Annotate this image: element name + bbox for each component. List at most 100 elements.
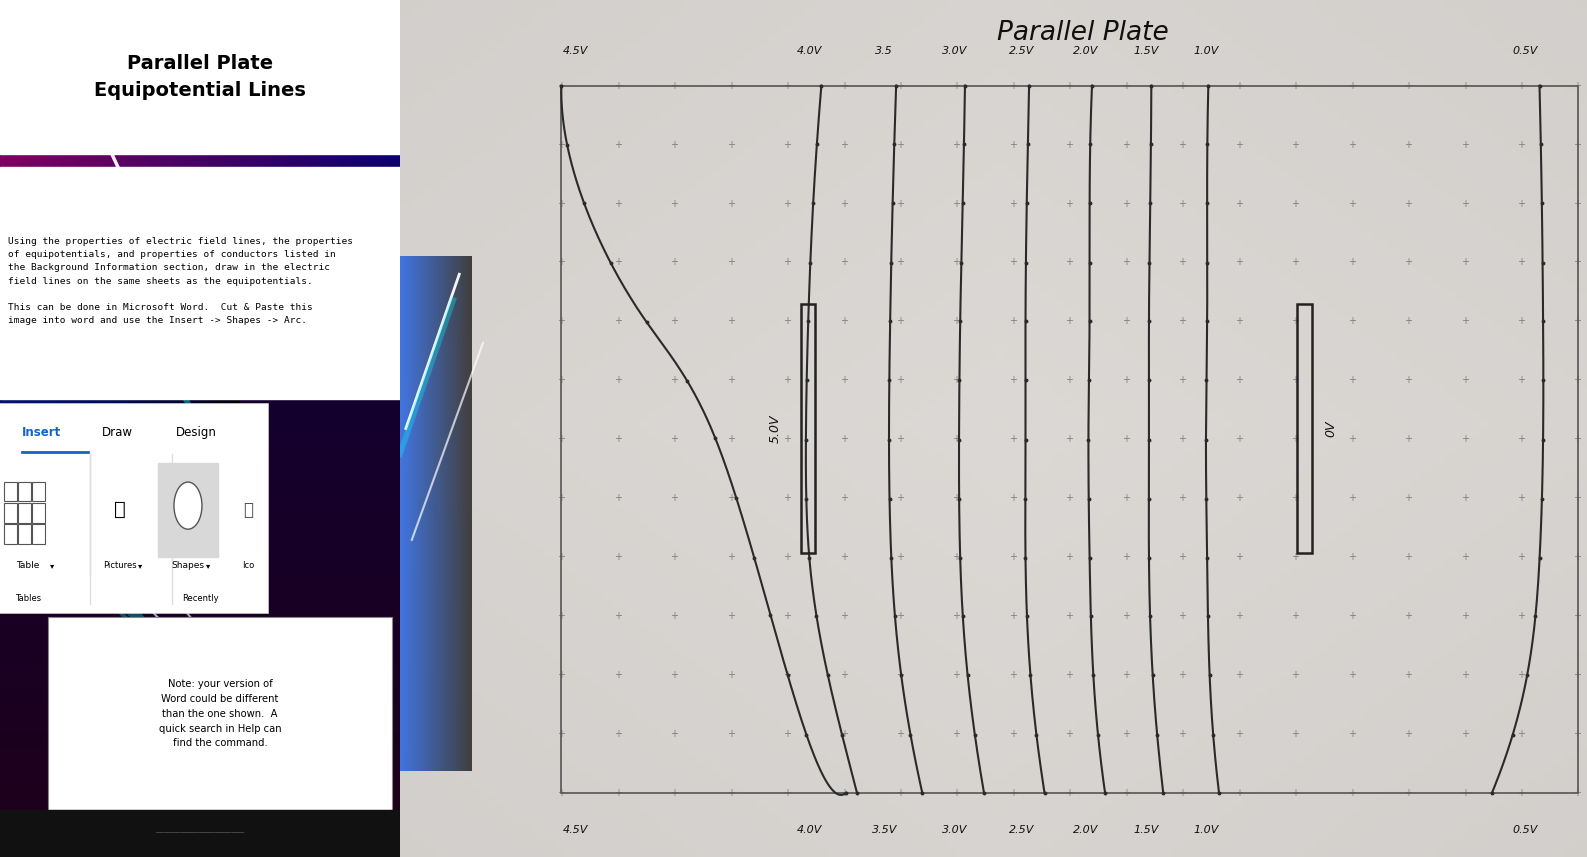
Text: +: + bbox=[1235, 728, 1243, 739]
Text: +: + bbox=[1178, 316, 1187, 327]
Text: +: + bbox=[1178, 434, 1187, 444]
Text: +: + bbox=[670, 552, 678, 562]
Text: +: + bbox=[1235, 81, 1243, 91]
Text: +: + bbox=[1517, 316, 1525, 327]
Text: +: + bbox=[1404, 316, 1412, 327]
Text: +: + bbox=[1517, 199, 1525, 208]
Bar bbox=[159, 463, 217, 557]
Text: +: + bbox=[1235, 375, 1243, 386]
Text: Parallel Plate
Equipotential Lines: Parallel Plate Equipotential Lines bbox=[94, 54, 306, 100]
Text: +: + bbox=[670, 493, 678, 503]
Text: +: + bbox=[1292, 493, 1300, 503]
Text: 2.0V: 2.0V bbox=[1073, 46, 1098, 57]
Text: +: + bbox=[1235, 316, 1243, 327]
Text: +: + bbox=[1460, 670, 1468, 680]
Text: +: + bbox=[1065, 316, 1073, 327]
Text: +: + bbox=[614, 316, 622, 327]
Text: 3.5V: 3.5V bbox=[871, 824, 897, 835]
Text: +: + bbox=[1517, 140, 1525, 150]
Text: Table: Table bbox=[16, 561, 40, 570]
Bar bbox=[562, 86, 1577, 793]
Text: +: + bbox=[1065, 81, 1073, 91]
Text: +: + bbox=[614, 670, 622, 680]
Text: +: + bbox=[1065, 670, 1073, 680]
Text: +: + bbox=[782, 611, 792, 621]
Bar bbox=[0, 810, 400, 857]
Text: +: + bbox=[1292, 81, 1300, 91]
Text: +: + bbox=[1460, 140, 1468, 150]
Text: +: + bbox=[557, 493, 565, 503]
Text: ▾: ▾ bbox=[49, 561, 54, 570]
Text: +: + bbox=[1460, 81, 1468, 91]
Text: +: + bbox=[1404, 199, 1412, 208]
Text: +: + bbox=[1122, 316, 1130, 327]
Text: +: + bbox=[1292, 670, 1300, 680]
Text: +: + bbox=[1517, 552, 1525, 562]
Text: +: + bbox=[614, 199, 622, 208]
Text: +: + bbox=[1009, 670, 1017, 680]
Text: +: + bbox=[897, 434, 905, 444]
Text: +: + bbox=[782, 552, 792, 562]
Text: +: + bbox=[1122, 199, 1130, 208]
Text: +: + bbox=[1178, 257, 1187, 267]
Text: +: + bbox=[782, 257, 792, 267]
Bar bbox=[0, 0, 400, 154]
Text: +: + bbox=[670, 611, 678, 621]
Bar bbox=[32, 482, 44, 501]
Bar bbox=[801, 304, 816, 553]
Text: +: + bbox=[1009, 434, 1017, 444]
Text: +: + bbox=[614, 375, 622, 386]
Bar bbox=[32, 503, 44, 523]
Text: +: + bbox=[557, 316, 565, 327]
Text: +: + bbox=[557, 552, 565, 562]
Text: +: + bbox=[1235, 434, 1243, 444]
Text: +: + bbox=[952, 670, 960, 680]
Text: +: + bbox=[1292, 316, 1300, 327]
Text: 4.5V: 4.5V bbox=[563, 824, 589, 835]
Text: +: + bbox=[1122, 728, 1130, 739]
Bar bbox=[5, 482, 17, 501]
Text: 3.0V: 3.0V bbox=[941, 824, 966, 835]
Text: +: + bbox=[1065, 552, 1073, 562]
Text: +: + bbox=[1347, 375, 1355, 386]
Text: +: + bbox=[1235, 257, 1243, 267]
Text: Using the properties of electric field lines, the properties
of equipotentials, : Using the properties of electric field l… bbox=[8, 237, 352, 325]
Text: +: + bbox=[1573, 81, 1582, 91]
Text: +: + bbox=[1122, 670, 1130, 680]
Text: +: + bbox=[952, 552, 960, 562]
Text: +: + bbox=[1404, 788, 1412, 798]
Text: +: + bbox=[1517, 788, 1525, 798]
Text: +: + bbox=[952, 140, 960, 150]
Text: +: + bbox=[1235, 493, 1243, 503]
Text: +: + bbox=[1292, 375, 1300, 386]
Text: +: + bbox=[1404, 493, 1412, 503]
Text: +: + bbox=[1235, 552, 1243, 562]
Text: +: + bbox=[1347, 552, 1355, 562]
Text: +: + bbox=[1009, 552, 1017, 562]
Text: +: + bbox=[1009, 316, 1017, 327]
Text: +: + bbox=[614, 728, 622, 739]
Text: +: + bbox=[782, 375, 792, 386]
Text: +: + bbox=[1178, 140, 1187, 150]
Text: Draw: Draw bbox=[102, 426, 133, 440]
Text: +: + bbox=[840, 552, 847, 562]
Text: 4.0V: 4.0V bbox=[797, 824, 822, 835]
Text: +: + bbox=[1292, 434, 1300, 444]
Bar bbox=[5, 503, 17, 523]
Text: +: + bbox=[1460, 611, 1468, 621]
Text: 2.5V: 2.5V bbox=[1009, 824, 1035, 835]
Text: +: + bbox=[1460, 788, 1468, 798]
Text: +: + bbox=[670, 788, 678, 798]
Text: +: + bbox=[1404, 728, 1412, 739]
Text: 0.5V: 0.5V bbox=[1512, 46, 1538, 57]
Text: +: + bbox=[782, 728, 792, 739]
Text: +: + bbox=[1065, 788, 1073, 798]
Text: +: + bbox=[1347, 670, 1355, 680]
Text: +: + bbox=[557, 199, 565, 208]
Text: +: + bbox=[614, 493, 622, 503]
Text: 3.5: 3.5 bbox=[876, 46, 893, 57]
Text: +: + bbox=[1065, 434, 1073, 444]
Text: +: + bbox=[1404, 257, 1412, 267]
Text: +: + bbox=[1292, 552, 1300, 562]
Ellipse shape bbox=[175, 482, 202, 530]
